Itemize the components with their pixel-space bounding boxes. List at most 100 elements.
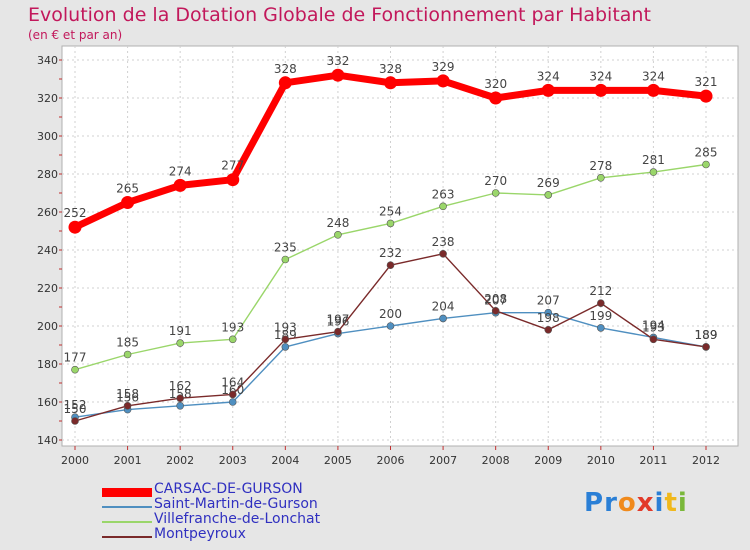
proxiti-logo: Proxiti [584, 488, 688, 518]
data-point [278, 76, 292, 90]
data-label: 193 [642, 320, 665, 334]
x-tick-label: 2002 [166, 454, 194, 467]
y-tick-label: 140 [37, 434, 58, 447]
data-point [646, 83, 660, 97]
x-tick-label: 2008 [482, 454, 510, 467]
data-point [594, 83, 608, 97]
data-point [544, 191, 553, 199]
data-label: 193 [274, 320, 297, 334]
x-tick-label: 2007 [429, 454, 457, 467]
y-tick-label: 160 [37, 396, 58, 409]
data-point [281, 335, 290, 344]
y-tick-label: 200 [37, 320, 58, 333]
data-label: 263 [432, 187, 455, 201]
data-label: 278 [589, 159, 612, 173]
data-label: 232 [379, 246, 402, 260]
data-label: 177 [64, 351, 87, 365]
data-point [226, 173, 240, 187]
legend-item: CARSAC-DE-GURSON [102, 481, 362, 498]
x-tick-label: 2012 [692, 454, 720, 467]
line-chart: 140 160 180 200 220 240 260 280 300 320 340 2000 200… [37, 45, 739, 467]
data-point [541, 83, 555, 97]
data-label: 321 [695, 75, 718, 89]
data-point [386, 322, 395, 330]
data-label: 158 [116, 387, 139, 401]
logo-letter: r [604, 488, 618, 518]
data-label: 328 [274, 62, 297, 76]
data-label: 324 [537, 69, 560, 83]
data-point [123, 350, 132, 359]
data-label: 152 [64, 398, 87, 412]
data-label: 265 [116, 182, 139, 196]
legend-swatch [102, 487, 152, 497]
y-tick-label: 180 [37, 358, 58, 371]
data-point [702, 343, 710, 351]
data-point [699, 89, 713, 103]
data-point [489, 91, 503, 105]
data-label: 199 [589, 309, 612, 323]
y-tick-label: 300 [37, 130, 58, 143]
logo-letter: t [664, 488, 678, 518]
legend-label: Saint-Martin-de-Gurson [154, 496, 318, 512]
data-label: 320 [484, 77, 507, 91]
logo-letter: P [584, 488, 605, 518]
data-label: 212 [589, 284, 612, 298]
data-point [176, 339, 184, 347]
data-point [228, 335, 237, 344]
legend-label: CARSAC-DE-GURSON [154, 481, 303, 497]
x-tick-label: 2009 [534, 454, 562, 467]
data-point [597, 299, 605, 308]
data-point [176, 394, 184, 403]
data-point [436, 74, 450, 88]
x-tick-label: 2010 [587, 454, 615, 467]
data-point [121, 196, 135, 209]
data-label: 194 [642, 318, 665, 332]
data-point [649, 335, 658, 344]
data-point [597, 324, 605, 332]
data-label: 193 [221, 320, 244, 334]
y-tick-label: 260 [37, 206, 58, 219]
data-label: 204 [432, 299, 455, 313]
legend-item: Villefranche-de-Lonchat [102, 511, 362, 528]
x-tick-label: 2004 [271, 454, 299, 467]
x-tick-label: 2003 [219, 454, 247, 467]
data-point [281, 343, 290, 351]
data-label: 254 [379, 204, 402, 218]
data-label: 332 [326, 54, 349, 68]
legend-swatch [102, 521, 152, 523]
data-label: 270 [484, 174, 507, 188]
data-label: 191 [169, 324, 192, 338]
logo-letter: o [617, 488, 637, 518]
data-point [491, 189, 500, 197]
data-point [228, 398, 237, 406]
data-label: 328 [379, 62, 402, 76]
data-point [176, 401, 184, 410]
x-tick-label: 2011 [639, 454, 667, 467]
data-label: 156 [116, 391, 139, 405]
data-label: 281 [642, 153, 665, 167]
data-label: 248 [326, 216, 349, 230]
chart-subtitle: (en € et par an) [28, 28, 123, 42]
data-point [71, 417, 79, 425]
data-point [649, 168, 658, 176]
data-label: 269 [537, 176, 560, 190]
y-tick-label: 220 [37, 282, 58, 295]
data-point [544, 325, 553, 334]
data-point [68, 220, 82, 234]
data-point [334, 327, 342, 336]
x-tick-label: 2000 [61, 454, 89, 467]
legend-label: Montpeyroux [154, 526, 246, 542]
data-label: 207 [537, 294, 560, 308]
data-point [439, 314, 447, 323]
data-label: 324 [589, 69, 612, 83]
logo-letter: i [677, 488, 688, 518]
data-point [281, 255, 290, 264]
data-label: 198 [537, 311, 560, 325]
data-label: 189 [695, 328, 718, 342]
data-label: 162 [169, 379, 192, 393]
data-label: 200 [379, 307, 402, 321]
data-label: 197 [326, 313, 349, 327]
data-point [228, 390, 237, 399]
logo-letter: i [654, 488, 665, 518]
y-tick-label: 280 [37, 168, 58, 181]
